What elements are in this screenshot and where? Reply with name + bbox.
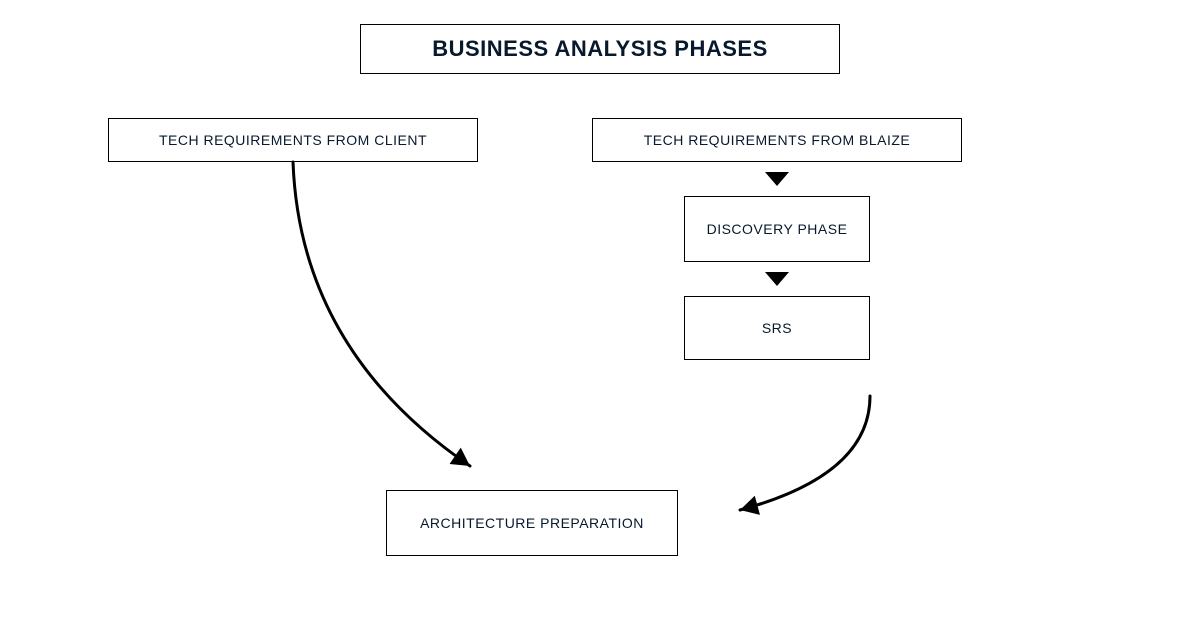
node-architecture-label: ARCHITECTURE PREPARATION — [410, 514, 654, 533]
title-box: BUSINESS ANALYSIS PHASES — [360, 24, 840, 74]
node-req-blaize: TECH REQUIREMENTS FROM BLAIZE — [592, 118, 962, 162]
node-req-client: TECH REQUIREMENTS FROM CLIENT — [108, 118, 478, 162]
title-label: BUSINESS ANALYSIS PHASES — [422, 34, 778, 64]
node-req-client-label: TECH REQUIREMENTS FROM CLIENT — [149, 131, 437, 150]
node-architecture: ARCHITECTURE PREPARATION — [386, 490, 678, 556]
node-discovery-label: DISCOVERY PHASE — [697, 220, 858, 239]
node-req-blaize-label: TECH REQUIREMENTS FROM BLAIZE — [634, 131, 921, 150]
node-srs: SRS — [684, 296, 870, 360]
node-srs-label: SRS — [752, 319, 802, 338]
node-discovery: DISCOVERY PHASE — [684, 196, 870, 262]
